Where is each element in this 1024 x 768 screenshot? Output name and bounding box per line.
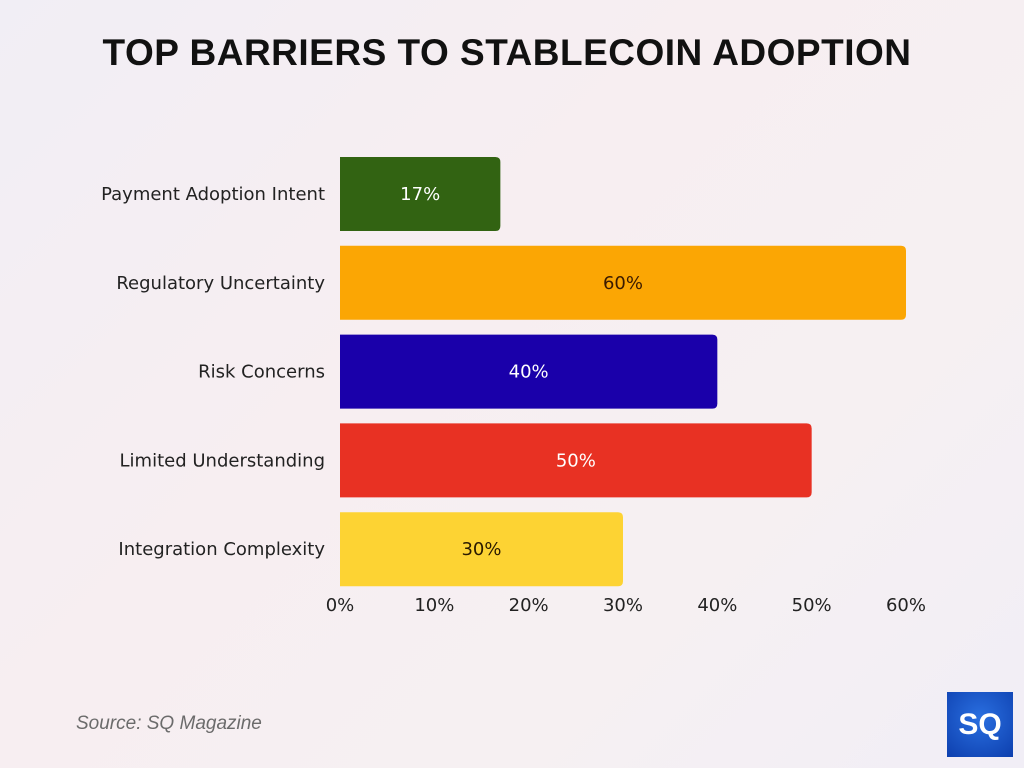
x-tick-label: 0% — [326, 595, 355, 616]
data-label: 17% — [400, 184, 440, 205]
source-note: Source: SQ Magazine — [76, 713, 262, 734]
x-tick-label: 40% — [697, 595, 737, 616]
bar — [340, 512, 623, 587]
x-tick-label: 30% — [603, 595, 643, 616]
category-label: Regulatory Uncertainty — [116, 273, 325, 294]
category-label: Payment Adoption Intent — [101, 184, 325, 205]
x-tick-label: 50% — [792, 595, 832, 616]
data-label: 60% — [603, 273, 643, 294]
sq-logo: SQ — [947, 692, 1013, 757]
category-label: Limited Understanding — [120, 450, 325, 471]
chart-title: TOP BARRIERS TO STABLECOIN ADOPTION — [102, 32, 912, 73]
data-label: 50% — [556, 450, 596, 471]
bar — [340, 245, 906, 320]
bar — [340, 157, 501, 231]
bar — [340, 334, 718, 409]
data-label: 40% — [509, 362, 549, 383]
x-tick-label: 20% — [509, 595, 549, 616]
category-label: Risk Concerns — [198, 362, 325, 383]
x-tick-label: 60% — [886, 595, 926, 616]
category-label: Integration Complexity — [118, 539, 325, 560]
bar — [340, 423, 812, 498]
x-tick-label: 10% — [414, 595, 454, 616]
data-label: 30% — [461, 539, 501, 560]
